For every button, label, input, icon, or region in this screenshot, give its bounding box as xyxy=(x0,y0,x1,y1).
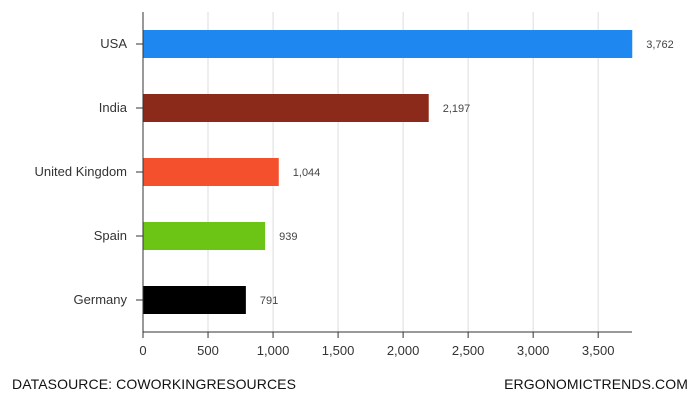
x-tick-label: 1,000 xyxy=(257,343,290,358)
data-source-credit: DATASOURCE: COWORKINGRESOURCES xyxy=(12,376,297,392)
category-label: Germany xyxy=(74,292,128,307)
data-label: 2,197 xyxy=(443,103,471,115)
bar-germany xyxy=(143,286,246,314)
category-label: United Kingdom xyxy=(35,164,128,179)
category-label: Spain xyxy=(94,228,127,243)
category-label: India xyxy=(99,100,128,115)
labels: USA 3,762 India 2,197 United Kingdom 1,044 Spa… xyxy=(35,36,674,358)
x-tick-label: 3,500 xyxy=(582,343,615,358)
data-label: 1,044 xyxy=(293,167,321,179)
gridlines xyxy=(207,12,599,332)
x-tick-label: 2,000 xyxy=(387,343,420,358)
x-tick-label: 1,500 xyxy=(322,343,355,358)
bar-india xyxy=(143,94,429,122)
bar-chart: USA 3,762 India 2,197 United Kingdom 1,044 Spa… xyxy=(35,12,674,358)
site-credit: ERGONOMICTRENDS.COM xyxy=(504,376,688,392)
category-label: USA xyxy=(100,36,127,51)
axes xyxy=(136,12,632,338)
data-label: 3,762 xyxy=(646,39,674,51)
x-tick-label: 500 xyxy=(197,343,219,358)
bar-united-kingdom xyxy=(143,158,279,186)
data-label: 939 xyxy=(279,231,297,243)
data-label: 791 xyxy=(260,295,278,307)
bars xyxy=(143,30,633,314)
x-tick-label: 0 xyxy=(139,343,146,358)
bar-usa xyxy=(143,30,633,58)
x-tick-label: 2,500 xyxy=(452,343,485,358)
x-tick-label: 3,000 xyxy=(517,343,550,358)
bar-spain xyxy=(143,222,266,250)
